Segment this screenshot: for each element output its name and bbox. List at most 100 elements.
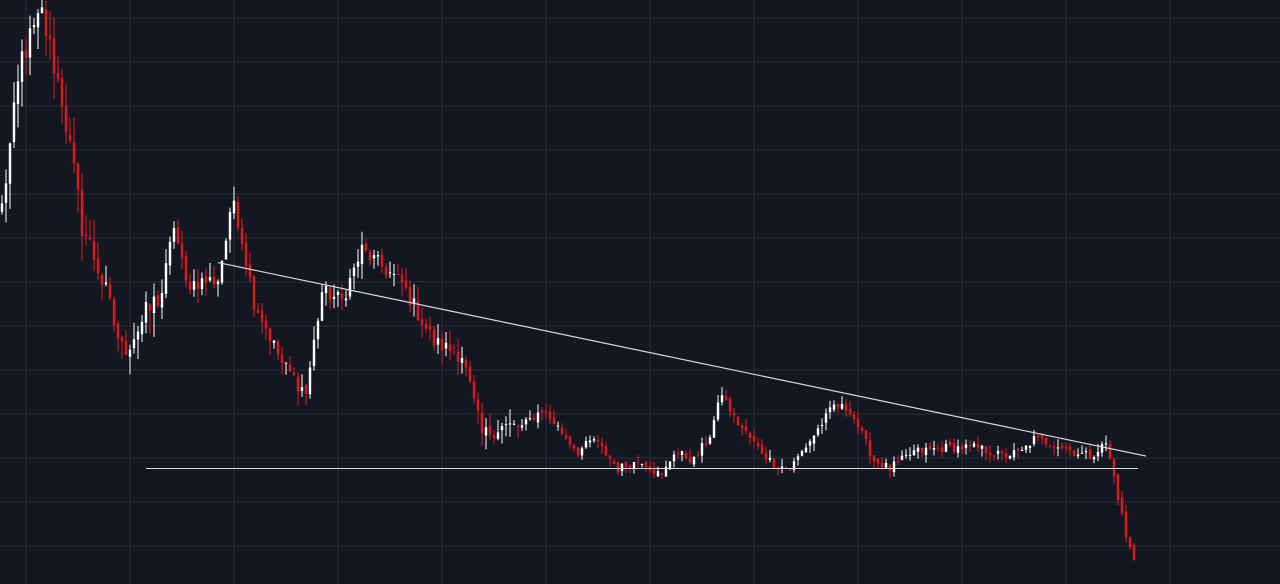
candle-body-down (380, 254, 384, 267)
candle-body-down (296, 376, 300, 392)
candle-body-up (1028, 446, 1032, 448)
candle (216, 279, 220, 297)
candle (352, 263, 356, 290)
candle-body-up (904, 454, 908, 456)
candle-body-up (884, 462, 888, 468)
candle (996, 445, 1000, 460)
candle-body-down (1000, 451, 1004, 454)
candle-body-up (500, 426, 504, 431)
candle (528, 410, 532, 421)
candle (920, 447, 924, 458)
candle (476, 391, 480, 425)
candle (28, 15, 32, 76)
candle-body-up (712, 420, 716, 438)
candle (1068, 442, 1072, 457)
candle (876, 457, 880, 468)
candle-body-down (408, 286, 412, 306)
candle-body-up (972, 443, 976, 447)
candle-body-up (716, 402, 720, 420)
candle (952, 438, 956, 454)
candle-body-down (292, 372, 296, 375)
candle-body-down (628, 465, 632, 469)
candle-body-down (624, 462, 628, 468)
candle-body-up (208, 277, 212, 281)
candle-body-down (608, 455, 612, 460)
candle (592, 436, 596, 443)
candle (552, 409, 556, 425)
candle (588, 435, 592, 448)
candle-body-down (532, 417, 536, 420)
candle (1000, 449, 1004, 461)
candle-body-down (616, 462, 620, 473)
candle-body-up (536, 412, 540, 423)
candle-body-up (28, 28, 32, 58)
candle-body-up (12, 102, 16, 142)
candle-body-down (56, 73, 60, 80)
candle (480, 402, 484, 446)
candle-body-down (268, 328, 272, 342)
candle (316, 318, 320, 349)
candle (748, 431, 752, 445)
candle (760, 438, 764, 455)
descending-trendline[interactable] (217, 261, 1147, 457)
candle (948, 438, 952, 448)
candle-body-down (212, 276, 216, 285)
candle-body-down (1016, 448, 1020, 451)
candle-body-down (1112, 459, 1116, 477)
candle-body-up (332, 296, 336, 299)
candle (564, 428, 568, 441)
candle-body-down (644, 462, 648, 468)
candle-body-up (376, 255, 380, 257)
candle (164, 249, 168, 299)
drawings[interactable] (146, 261, 1147, 470)
candle-body-down (472, 381, 476, 399)
candle-body-up (980, 445, 984, 449)
candle (940, 441, 944, 457)
candle-body-up (1020, 449, 1024, 451)
candle-body-up (916, 447, 920, 452)
candle-body-down (856, 418, 860, 428)
candle (344, 290, 348, 307)
candle (904, 449, 908, 459)
candle (1076, 448, 1080, 459)
candle (712, 416, 716, 439)
candle (504, 416, 508, 437)
candle (1104, 435, 1108, 452)
candle-body-down (1036, 435, 1040, 438)
candle-body-up (336, 291, 340, 296)
candle (872, 454, 876, 468)
candle-body-down (396, 273, 400, 275)
candle (764, 446, 768, 465)
candle-body-down (736, 416, 740, 426)
candle (424, 318, 428, 333)
candle-body-up (800, 451, 804, 456)
candle (404, 268, 408, 291)
candle (844, 398, 848, 417)
candle (196, 269, 200, 304)
candle (348, 268, 352, 300)
candle-body-down (756, 442, 760, 446)
candle (824, 408, 828, 431)
candle-body-down (1072, 450, 1076, 456)
candle-body-down (844, 403, 848, 411)
candle-body-down (848, 408, 852, 414)
candle (400, 267, 404, 297)
candle (812, 435, 816, 452)
candle-body-down (928, 445, 932, 449)
candle-body-down (464, 360, 468, 368)
candle (756, 437, 760, 450)
candle (452, 344, 456, 355)
candle-body-down (1124, 511, 1128, 537)
candle (560, 423, 564, 436)
candle (848, 401, 852, 417)
candle (44, 0, 48, 57)
candle-body-up (924, 447, 928, 456)
candle (212, 266, 216, 289)
candle-body-down (124, 340, 128, 355)
candle-body-down (984, 446, 988, 454)
candle (960, 443, 964, 454)
candle-body-down (596, 440, 600, 442)
candle (436, 324, 440, 354)
